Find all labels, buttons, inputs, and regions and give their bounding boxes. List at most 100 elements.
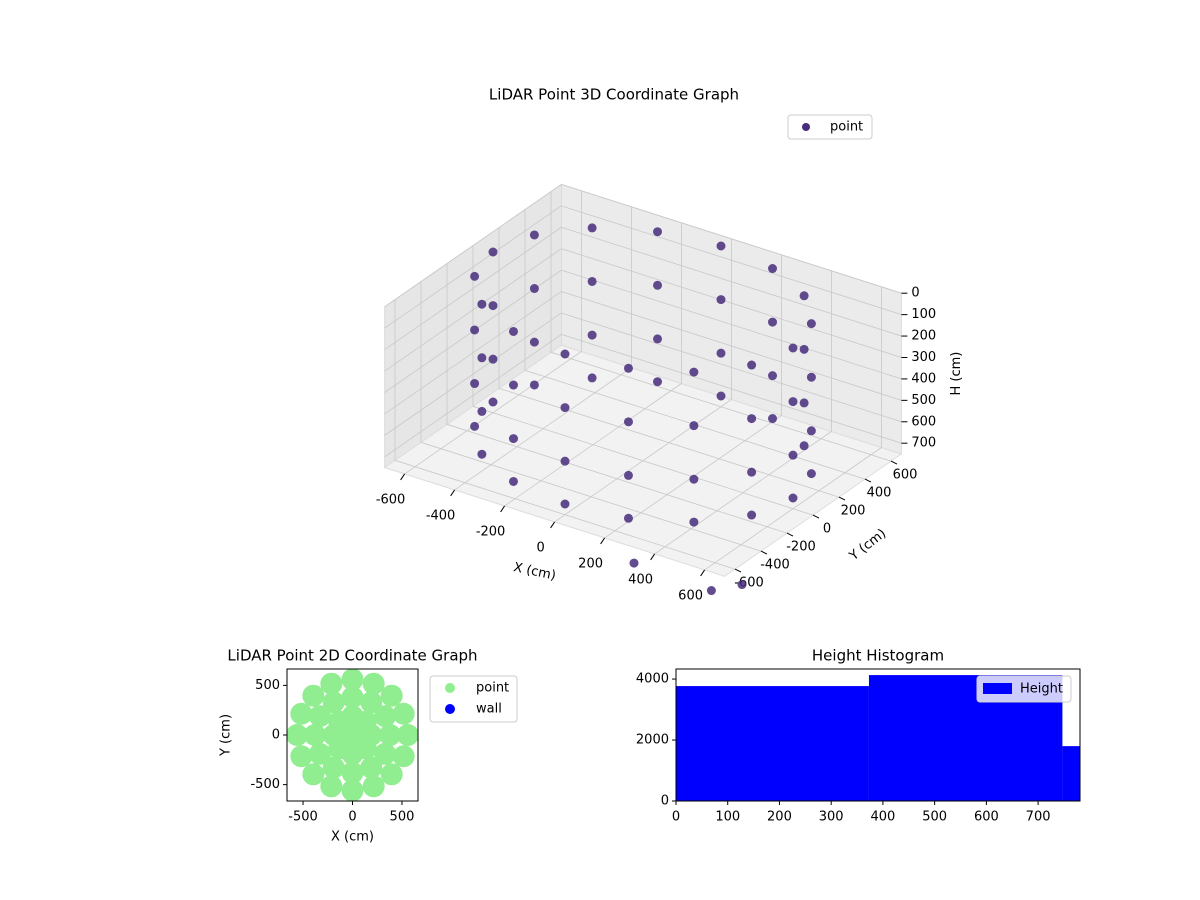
x-tick-label: 0	[348, 810, 356, 825]
y-axis-label: Y (cm)	[846, 526, 889, 564]
point	[477, 353, 487, 363]
y-tick-label: 400	[867, 486, 892, 501]
grid-line	[384, 312, 562, 436]
point	[360, 756, 383, 779]
grid-line	[384, 291, 562, 415]
point	[747, 360, 757, 370]
point	[560, 349, 570, 359]
point	[341, 669, 364, 691]
point	[799, 344, 809, 354]
y-tick-label: 2000	[636, 733, 669, 748]
point	[623, 513, 633, 523]
x-tick-label: 600	[974, 810, 999, 825]
point	[341, 761, 364, 784]
point	[716, 348, 726, 358]
legend-frame	[976, 675, 1072, 703]
point	[341, 724, 364, 746]
point	[623, 417, 633, 427]
y-tick	[786, 532, 794, 537]
point	[290, 745, 313, 768]
point	[508, 476, 518, 486]
grid-line	[446, 423, 788, 534]
y-tick	[838, 496, 846, 501]
x-tick-label: 100	[715, 810, 740, 825]
z-tick-label: 500	[911, 393, 936, 408]
point	[623, 470, 633, 480]
point	[360, 691, 383, 714]
point	[788, 493, 798, 503]
point	[308, 742, 331, 765]
legend-swatch	[983, 683, 1012, 694]
z-tick-label: 300	[911, 350, 936, 365]
point	[488, 301, 498, 311]
point	[470, 421, 480, 431]
x-tick-label: 300	[819, 810, 844, 825]
point	[302, 684, 325, 707]
point	[374, 705, 397, 728]
z-tick-label: 600	[911, 414, 936, 429]
point	[290, 702, 313, 725]
grid-line	[561, 334, 902, 444]
legend-label: Height	[1020, 682, 1063, 697]
point	[362, 775, 385, 798]
point	[374, 742, 397, 765]
point	[308, 705, 331, 728]
x-tick-label: 500	[390, 810, 415, 825]
point	[806, 372, 816, 382]
legend-label: point	[476, 681, 509, 696]
y-tick	[890, 460, 898, 465]
z-tick-label: 400	[911, 371, 936, 386]
point	[768, 371, 778, 381]
legend-label: wall	[476, 702, 502, 717]
point	[320, 672, 343, 695]
point	[560, 499, 570, 509]
point	[768, 264, 778, 274]
x-tick-label: 0	[672, 810, 680, 825]
y-tick	[812, 514, 820, 519]
x-axis-label: X (cm)	[331, 830, 374, 845]
point	[747, 510, 757, 520]
point	[320, 775, 343, 798]
point	[689, 474, 699, 484]
point	[380, 763, 403, 786]
point	[737, 580, 747, 590]
legend-frame	[787, 114, 873, 140]
point	[587, 330, 597, 340]
point	[322, 691, 345, 714]
grid-line	[472, 405, 814, 516]
point	[488, 247, 498, 257]
point	[806, 426, 816, 436]
point	[287, 724, 309, 746]
x-tick-label: 200	[578, 556, 603, 571]
y-tick-label: -400	[760, 558, 790, 573]
point	[303, 724, 326, 746]
point	[392, 702, 415, 725]
chart-title: LiDAR Point 3D Coordinate Graph	[489, 86, 739, 104]
point	[477, 299, 487, 309]
point	[341, 779, 364, 801]
grid-line	[384, 205, 562, 329]
legend-marker	[802, 123, 810, 131]
x-tick-label: 600	[678, 588, 703, 603]
point	[379, 724, 402, 746]
point	[477, 449, 487, 459]
point	[587, 373, 597, 383]
point	[799, 291, 809, 301]
y-tick-label: 500	[255, 678, 280, 693]
x-tick-label: -200	[476, 524, 506, 539]
grid-line	[561, 312, 902, 423]
legend-marker	[445, 683, 455, 693]
grid-line	[550, 351, 892, 462]
x-tick-label: 400	[871, 810, 896, 825]
grid-line	[384, 184, 562, 308]
point	[470, 379, 480, 389]
y-tick-label: 4000	[636, 672, 669, 687]
point	[529, 230, 539, 240]
point	[508, 326, 518, 336]
points	[287, 669, 418, 801]
x-tick	[600, 537, 606, 545]
y-tick-label: 0	[823, 522, 831, 537]
y-tick-label: 200	[841, 504, 866, 519]
point	[623, 363, 633, 373]
z-tick-label: 0	[911, 286, 919, 301]
